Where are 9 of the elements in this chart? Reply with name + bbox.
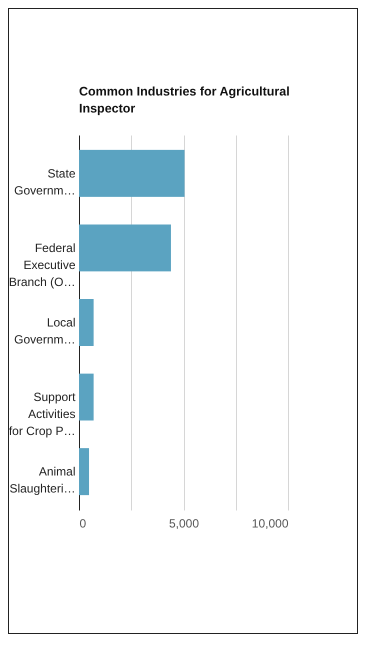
x-tick-label: 0 [80, 516, 86, 530]
chart-title: Common Industries for Agricultural Inspector [79, 84, 290, 116]
y-tick-label: Federal Executive Branch (O… [8, 240, 76, 289]
x-tick-label: 10,000 [252, 516, 289, 530]
y-tick-label: Animal Slaughteri… [9, 464, 76, 496]
y-tick-label: Local Governm… [14, 316, 76, 346]
x-tick-label: 5,000 [168, 516, 200, 530]
y-tick-label: State Governm… [14, 166, 76, 198]
y-tick-label: Support Activities for Crop P… [8, 390, 76, 438]
